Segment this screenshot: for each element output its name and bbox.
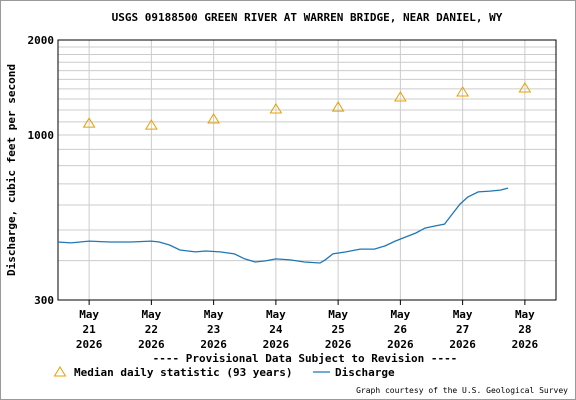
legend-label: Median daily statistic (93 years) (74, 366, 293, 379)
x-tick-label: 23 (207, 323, 220, 336)
x-tick-label: 2026 (200, 338, 227, 351)
median-marker (518, 82, 532, 93)
x-tick-label: May (390, 308, 410, 321)
x-tick-label: 2026 (138, 338, 165, 351)
x-tick-label: 2026 (512, 338, 539, 351)
discharge-line (57, 187, 509, 264)
x-tick-label: May (453, 308, 473, 321)
provisional-note: ---- Provisional Data Subject to Revisio… (153, 352, 458, 365)
x-tick-label: May (515, 308, 535, 321)
x-tick-label: May (266, 308, 286, 321)
credit: Graph courtesy of the U.S. Geological Su… (356, 386, 568, 395)
x-tick-label: May (328, 308, 348, 321)
y-tick-label: 1000 (28, 129, 55, 142)
x-tick-label: 2026 (387, 338, 414, 351)
median-marker (456, 86, 470, 97)
x-tick-label: 2026 (76, 338, 103, 351)
x-tick-label: 22 (145, 323, 158, 336)
median-marker (269, 103, 283, 114)
x-tick-label: May (79, 308, 99, 321)
x-tick-label: 27 (456, 323, 469, 336)
y-axis-label: Discharge, cubic feet per second (5, 64, 18, 276)
plot-area (57, 39, 557, 301)
median-marker (82, 117, 96, 128)
median-marker (331, 101, 345, 112)
x-tick-label: May (141, 308, 161, 321)
x-tick-label: 2026 (449, 338, 476, 351)
median-marker (207, 113, 221, 124)
chart-title: USGS 09188500 GREEN RIVER AT WARREN BRID… (112, 11, 503, 24)
y-tick-label: 300 (34, 294, 54, 307)
x-tick-label: 2026 (325, 338, 352, 351)
x-tick-label: 24 (269, 323, 283, 336)
median-marker (144, 119, 158, 130)
median-marker (393, 91, 407, 102)
x-tick-label: May (204, 308, 224, 321)
x-tick-label: 21 (83, 323, 97, 336)
y-tick-label: 2000 (28, 34, 55, 47)
x-tick-label: 28 (518, 323, 531, 336)
x-tick-label: 26 (394, 323, 408, 336)
legend-symbol (53, 366, 67, 377)
x-tick-label: 25 (332, 323, 345, 336)
x-tick-label: 2026 (263, 338, 290, 351)
legend-label: Discharge (335, 366, 395, 379)
